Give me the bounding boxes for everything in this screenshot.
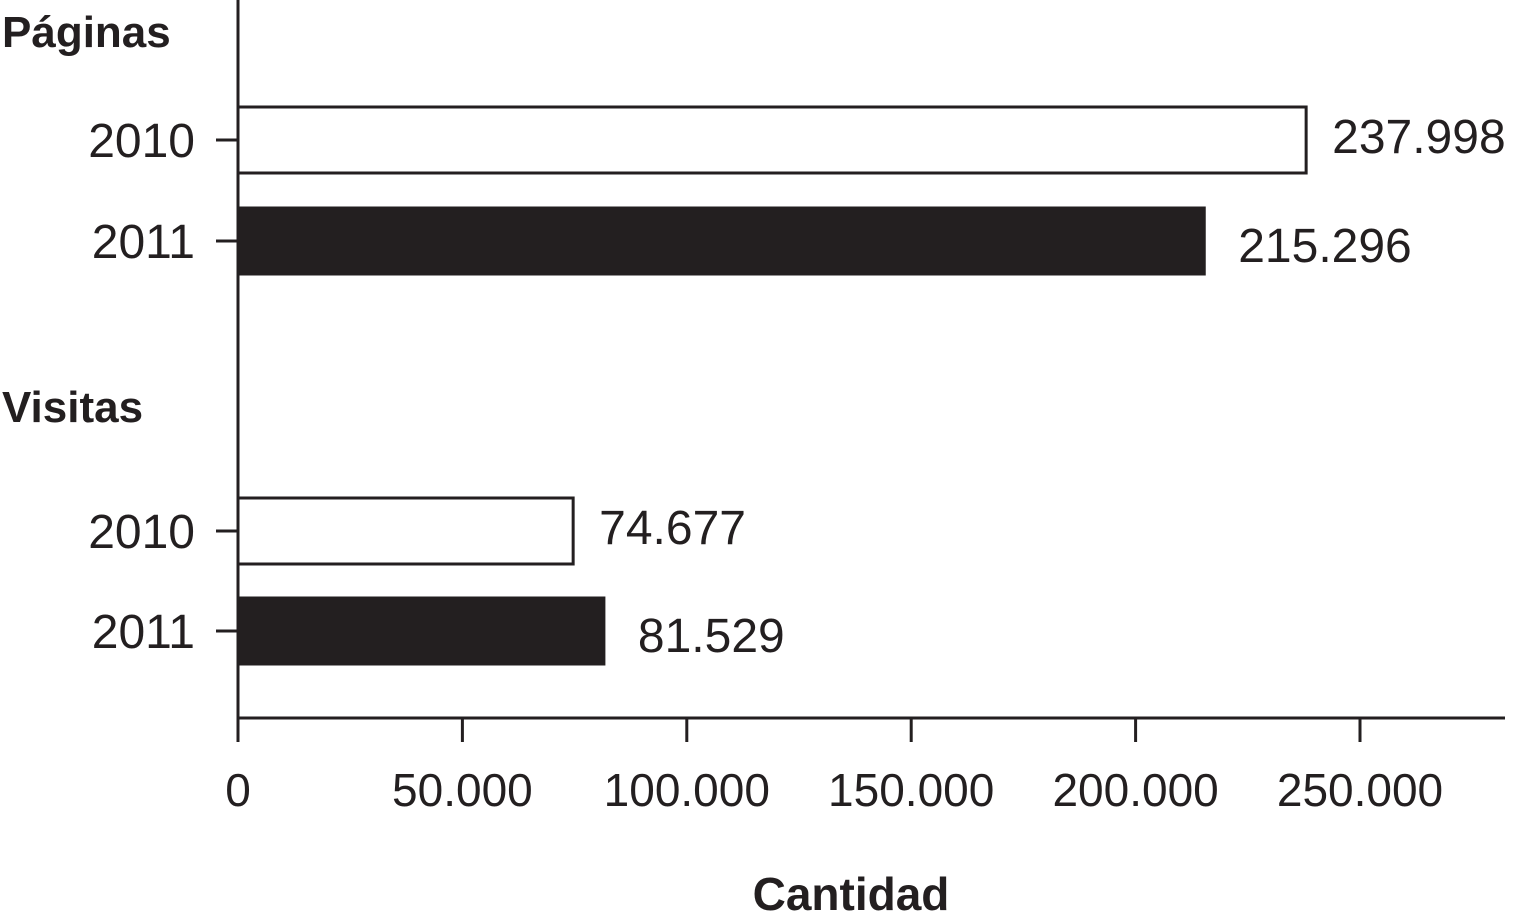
x-tick-label: 250.000 [1277, 764, 1443, 816]
x-tick-label: 100.000 [604, 764, 770, 816]
data-label: 215.296 [1238, 220, 1412, 273]
category-label: 2010 [88, 506, 195, 559]
bar [236, 496, 575, 566]
data-label: 81.529 [638, 610, 785, 663]
group-label: Páginas [2, 8, 171, 57]
chart-marks: 0 50.000 100.000 150.000 200.000 250.000 Págin… [2, 0, 1506, 816]
x-axis-title: Cantidad [753, 868, 950, 920]
group-label: Visitas [2, 383, 143, 432]
bar [236, 206, 1206, 276]
x-tick-label: 150.000 [828, 764, 994, 816]
data-label: 74.677 [599, 502, 746, 555]
bar [236, 105, 1308, 175]
bar [236, 596, 606, 666]
x-tick-label: 50.000 [392, 764, 533, 816]
x-tick-label: 200.000 [1052, 764, 1218, 816]
data-label: 237.998 [1332, 111, 1506, 164]
x-tick-label: 0 [225, 764, 251, 816]
category-label: 2011 [92, 216, 195, 269]
category-label: 2011 [92, 606, 195, 659]
category-label: 2010 [88, 115, 195, 168]
